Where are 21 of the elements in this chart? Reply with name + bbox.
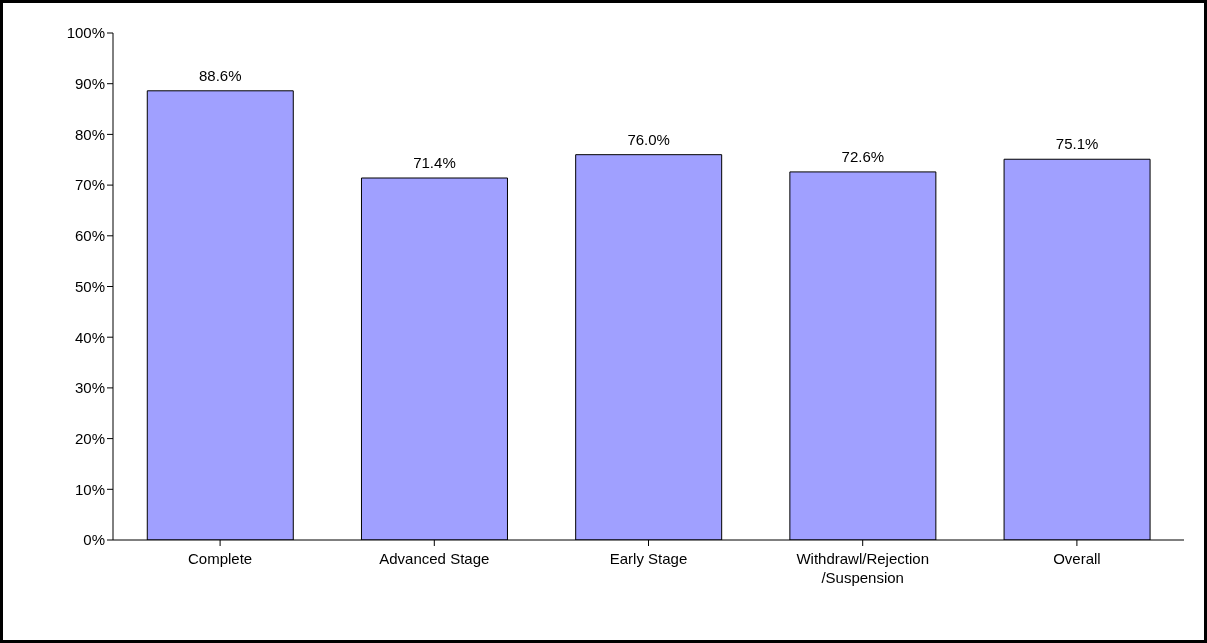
x-tick-label: Complete — [188, 550, 253, 567]
x-tick-label: Early Stage — [609, 550, 688, 567]
data-label: 71.4% — [413, 154, 456, 171]
y-tick-label: 10% — [74, 480, 105, 498]
y-tick-label: 50% — [74, 277, 105, 295]
data-label: 75.1% — [1055, 135, 1099, 153]
y-tick-label: 30% — [74, 379, 105, 397]
x-tick-label: Advanced Stage — [379, 550, 490, 567]
data-label: 76.0% — [627, 130, 670, 148]
data-label: 88.6% — [199, 66, 242, 84]
y-tick-label: 100% — [66, 24, 105, 42]
y-tick-label: 80% — [74, 125, 105, 143]
y-tick-label: 70% — [74, 176, 105, 194]
x-tick-label: Withdrawl/Rejection/Suspension — [796, 550, 929, 586]
data-label: 72.6% — [841, 147, 885, 165]
x-tick-label: Overall — [1053, 550, 1101, 567]
y-tick-label: 20% — [74, 429, 105, 447]
y-tick-label: 0% — [83, 531, 105, 549]
y-tick-label: 90% — [74, 75, 105, 93]
y-tick-label: 40% — [74, 328, 105, 346]
y-tick-label: 60% — [74, 227, 105, 245]
